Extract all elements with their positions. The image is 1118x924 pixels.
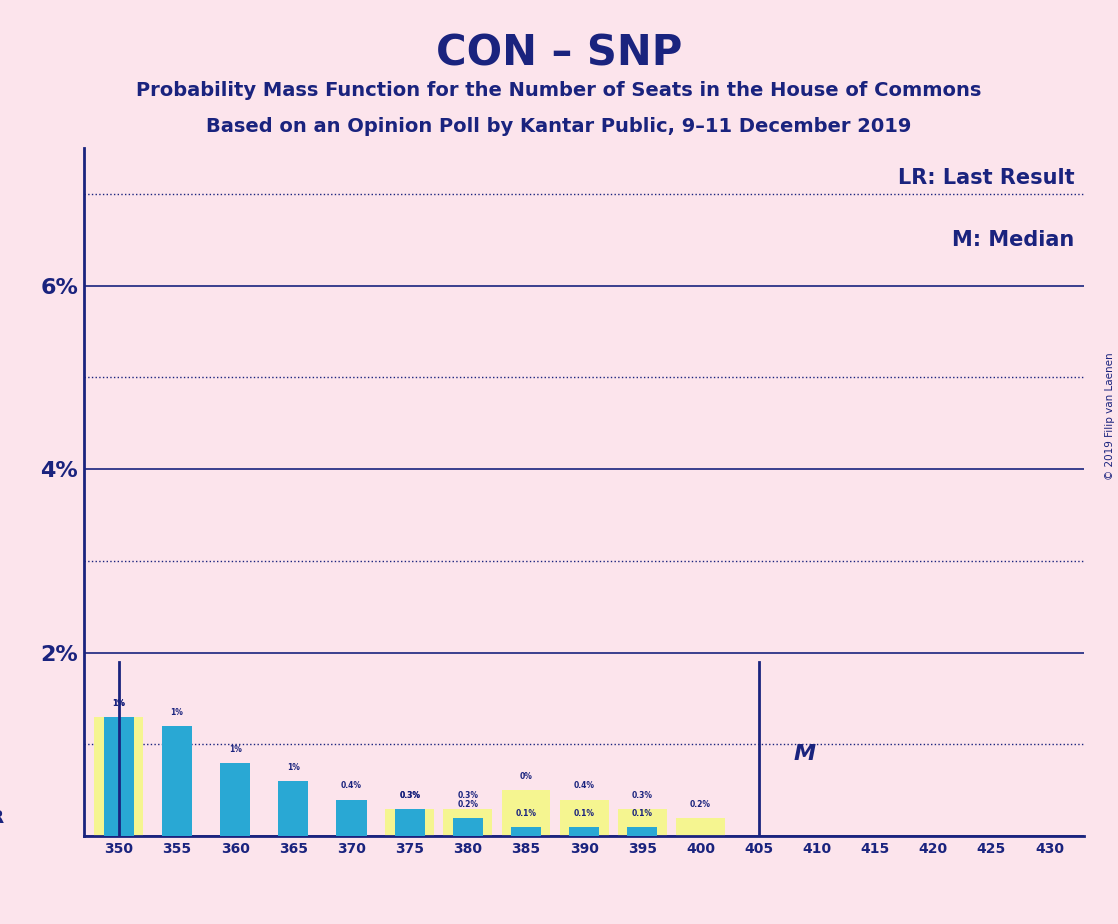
Text: 0.4%: 0.4% [574, 782, 595, 790]
Text: 1%: 1% [112, 699, 125, 708]
Bar [278, 781, 309, 836]
Text: 0.2%: 0.2% [457, 799, 479, 808]
Text: 1%: 1% [287, 763, 300, 772]
Text: 0.4%: 0.4% [341, 782, 362, 790]
Text: 1%: 1% [229, 745, 241, 754]
Text: CON – SNP: CON – SNP [436, 32, 682, 74]
Bar [569, 827, 599, 836]
Text: 0.1%: 0.1% [574, 808, 595, 818]
Text: Based on an Opinion Poll by Kantar Public, 9–11 December 2019: Based on an Opinion Poll by Kantar Publi… [207, 117, 911, 137]
Bar [676, 818, 724, 836]
Text: 0%: 0% [520, 772, 532, 781]
Bar [444, 808, 492, 836]
Text: M: M [794, 744, 816, 763]
Text: LR: LR [0, 808, 4, 827]
Bar [511, 827, 541, 836]
Text: 0.1%: 0.1% [632, 808, 653, 818]
Text: © 2019 Filip van Laenen: © 2019 Filip van Laenen [1105, 352, 1115, 480]
Text: 0.3%: 0.3% [399, 791, 420, 799]
Text: 1%: 1% [112, 699, 125, 708]
Bar [386, 808, 434, 836]
Text: Probability Mass Function for the Number of Seats in the House of Commons: Probability Mass Function for the Number… [136, 81, 982, 101]
Text: 0.3%: 0.3% [632, 791, 653, 799]
Bar [162, 726, 192, 836]
Text: 1%: 1% [170, 708, 183, 717]
Text: 0.2%: 0.2% [690, 799, 711, 808]
Bar [94, 717, 143, 836]
Bar [618, 808, 666, 836]
Bar [502, 790, 550, 836]
Text: 0.3%: 0.3% [457, 791, 479, 799]
Bar [395, 808, 425, 836]
Bar [560, 799, 608, 836]
Bar [627, 827, 657, 836]
Bar [337, 799, 367, 836]
Bar [220, 763, 250, 836]
Text: M: Median: M: Median [953, 230, 1074, 250]
Text: 0.3%: 0.3% [399, 791, 420, 799]
Bar [453, 818, 483, 836]
Bar [104, 717, 134, 836]
Text: 0.1%: 0.1% [515, 808, 537, 818]
Text: LR: Last Result: LR: Last Result [898, 168, 1074, 188]
